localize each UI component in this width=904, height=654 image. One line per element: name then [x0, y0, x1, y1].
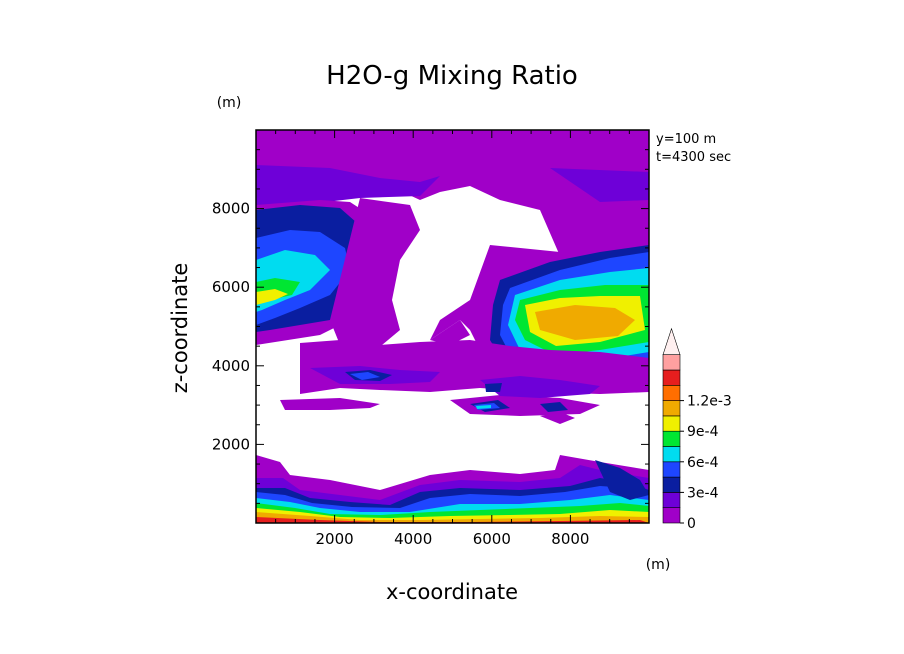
colorbar-box — [662, 384, 681, 401]
contour-region — [280, 398, 380, 410]
colorbar-box — [662, 507, 681, 524]
info-y-position: y=100 m — [656, 132, 716, 147]
colorbar-box — [662, 430, 681, 447]
contour-region — [540, 412, 575, 424]
x-unit-label: (m) — [646, 557, 671, 573]
contour-region — [330, 198, 420, 345]
colorbar-extend-arrow — [662, 327, 681, 355]
axis-ticks: 2000 4000 6000 8000 2000 4000 6000 8000 — [212, 130, 649, 548]
colorbar-box — [662, 354, 681, 371]
contour-region — [550, 168, 649, 202]
colorbar-label: 3e-4 — [687, 485, 719, 501]
colorbar-box — [662, 415, 681, 432]
contour-region — [485, 383, 502, 392]
colorbar-box — [662, 400, 681, 417]
colorbar-label: 6e-4 — [687, 455, 719, 471]
contour-region — [595, 460, 649, 500]
info-time: t=4300 sec — [656, 150, 731, 165]
y-tick-label: 2000 — [212, 435, 250, 453]
contour-region — [476, 405, 491, 409]
colorbar-label: 0 — [687, 516, 696, 532]
colorbar-box — [662, 446, 681, 463]
x-tick-label: 4000 — [394, 530, 432, 548]
colorbar-box — [662, 369, 681, 386]
contour-field — [256, 130, 649, 523]
x-axis-label: x-coordinate — [386, 580, 518, 604]
colorbar-box — [662, 461, 681, 478]
y-tick-label: 8000 — [212, 200, 250, 218]
contour-region — [256, 165, 440, 212]
colorbar-box — [662, 492, 681, 508]
contour-region — [350, 372, 380, 380]
y-unit-label: (m) — [217, 95, 242, 111]
colorbar-label: 1.2e-3 — [687, 394, 732, 410]
contour-region — [535, 305, 635, 340]
y-axis-label: z-coordinate — [168, 263, 192, 394]
colorbar-box — [662, 476, 681, 493]
contour-region — [480, 376, 600, 398]
contour-region — [256, 130, 649, 262]
x-tick-label: 6000 — [473, 530, 511, 548]
colorbar: 0 3e-4 6e-4 9e-4 1.2e-3 — [662, 327, 732, 532]
contour-region — [450, 395, 600, 416]
contour-region — [540, 402, 568, 412]
chart-title: H2O-g Mixing Ratio — [326, 61, 578, 91]
colorbar-label: 9e-4 — [687, 424, 719, 440]
x-tick-label: 8000 — [551, 530, 589, 548]
contour-region — [256, 289, 288, 305]
y-tick-label: 6000 — [212, 278, 250, 296]
contour-region — [430, 320, 470, 345]
y-tick-label: 4000 — [212, 357, 250, 375]
x-tick-label: 2000 — [316, 530, 354, 548]
